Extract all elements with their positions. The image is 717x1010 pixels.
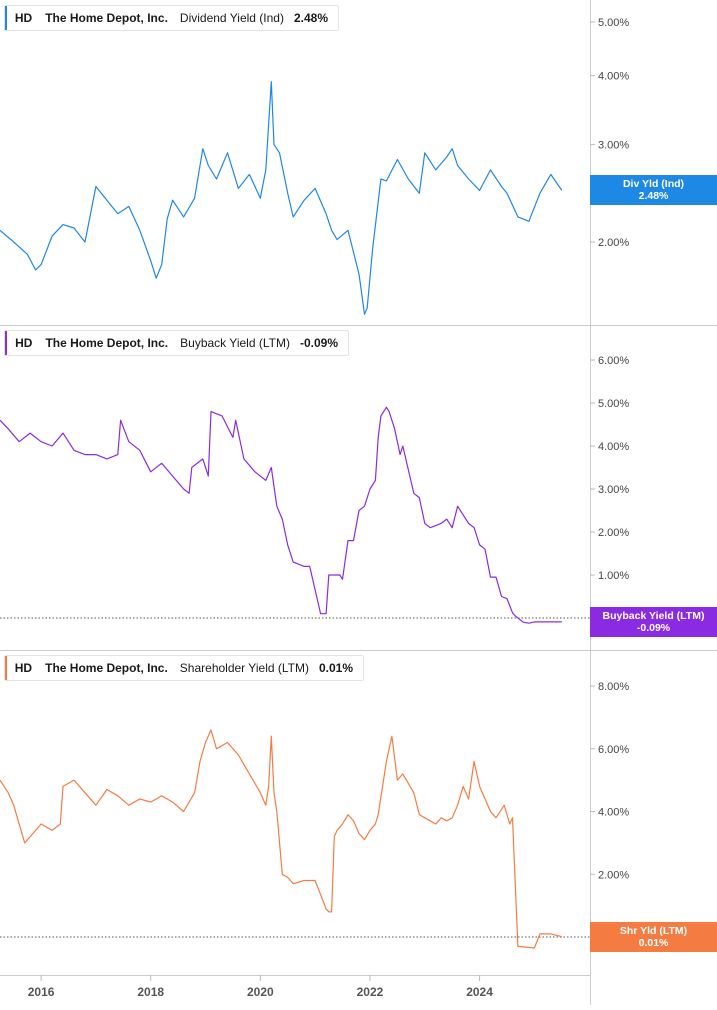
legend-buyback-yield: HD The Home Depot, Inc. Buyback Yield (L…	[4, 330, 349, 356]
current-value-badge-shareholder-yield: Shr Yld (LTM) 0.01%	[590, 922, 717, 952]
badge-value: -0.09%	[636, 622, 671, 634]
x-tick-label: 2020	[247, 985, 274, 999]
legend-swatch	[5, 656, 7, 680]
y-tick-label: 5.00%	[598, 398, 629, 410]
x-tick-label: 2024	[466, 985, 493, 999]
series-line	[0, 406, 562, 624]
y-tick-label: 4.00%	[598, 71, 629, 83]
badge-value: 2.48%	[638, 190, 669, 202]
x-tick-label: 2022	[357, 985, 384, 999]
legend-current-value: 2.48%	[293, 11, 328, 25]
legend-company: The Home Depot, Inc.	[45, 661, 168, 675]
series-line	[0, 81, 563, 315]
y-tick-label: 1.00%	[598, 570, 629, 582]
x-tick-label: 2016	[28, 985, 55, 999]
y-tick-label: 8.00%	[598, 681, 629, 693]
chart-panels: 2.00% 3.00% 4.00% 5.00% 1.00% 2.00% 3.00% 4.00%…	[0, 17, 629, 949]
legend-series-name: Buyback Yield (LTM)	[180, 336, 290, 350]
y-tick-label: 3.00%	[598, 484, 629, 496]
y-tick-label: 2.00%	[598, 869, 629, 881]
legend-swatch	[5, 6, 7, 30]
legend-ticker: HD	[15, 336, 33, 350]
y-tick-label: 5.00%	[598, 17, 629, 29]
y-tick-label: 2.00%	[598, 237, 629, 249]
current-value-badge-dividend-yield: Div Yld (Ind) 2.48%	[590, 175, 717, 205]
y-tick-label: 6.00%	[598, 355, 629, 367]
legend-company: The Home Depot, Inc.	[45, 336, 169, 350]
x-axis: 2016 2018 2020 2022 2024	[28, 975, 493, 999]
badge-label: Buyback Yield (LTM)	[602, 610, 705, 622]
badge-value: 0.01%	[638, 937, 669, 949]
badge-label: Div Yld (Ind)	[622, 178, 685, 190]
legend-current-value: 0.01%	[318, 661, 353, 675]
y-tick-label: 3.00%	[598, 140, 629, 152]
legend-series-name: Dividend Yield (Ind)	[179, 11, 284, 25]
badge-label: Shr Yld (LTM)	[619, 925, 688, 937]
legend-ticker: HD	[14, 661, 33, 675]
legend-swatch	[5, 331, 8, 355]
legend-dividend-yield: HD The Home Depot, Inc. Dividend Yield (…	[4, 5, 339, 31]
legend-company: The Home Depot, Inc.	[45, 11, 168, 25]
y-tick-label: 6.00%	[598, 744, 629, 756]
x-tick-label: 2018	[137, 985, 164, 999]
y-tick-label: 4.00%	[598, 441, 629, 453]
legend-series-name: Shareholder Yield (LTM)	[179, 661, 309, 675]
y-tick-label: 4.00%	[598, 807, 629, 819]
panel-1: 1.00% 2.00% 3.00% 4.00% 5.00% 6.00%	[0, 355, 629, 624]
legend-current-value: -0.09%	[299, 336, 338, 350]
legend-ticker: HD	[14, 11, 33, 25]
series-line	[0, 729, 562, 949]
y-tick-label: 2.00%	[598, 527, 629, 539]
legend-shareholder-yield: HD The Home Depot, Inc. Shareholder Yiel…	[4, 655, 364, 681]
panel-0: 2.00% 3.00% 4.00% 5.00%	[0, 17, 629, 315]
panel-2: 0.00%2.00%4.00%6.00%8.00%	[0, 681, 629, 949]
current-value-badge-buyback-yield: Buyback Yield (LTM) -0.09%	[590, 607, 717, 637]
